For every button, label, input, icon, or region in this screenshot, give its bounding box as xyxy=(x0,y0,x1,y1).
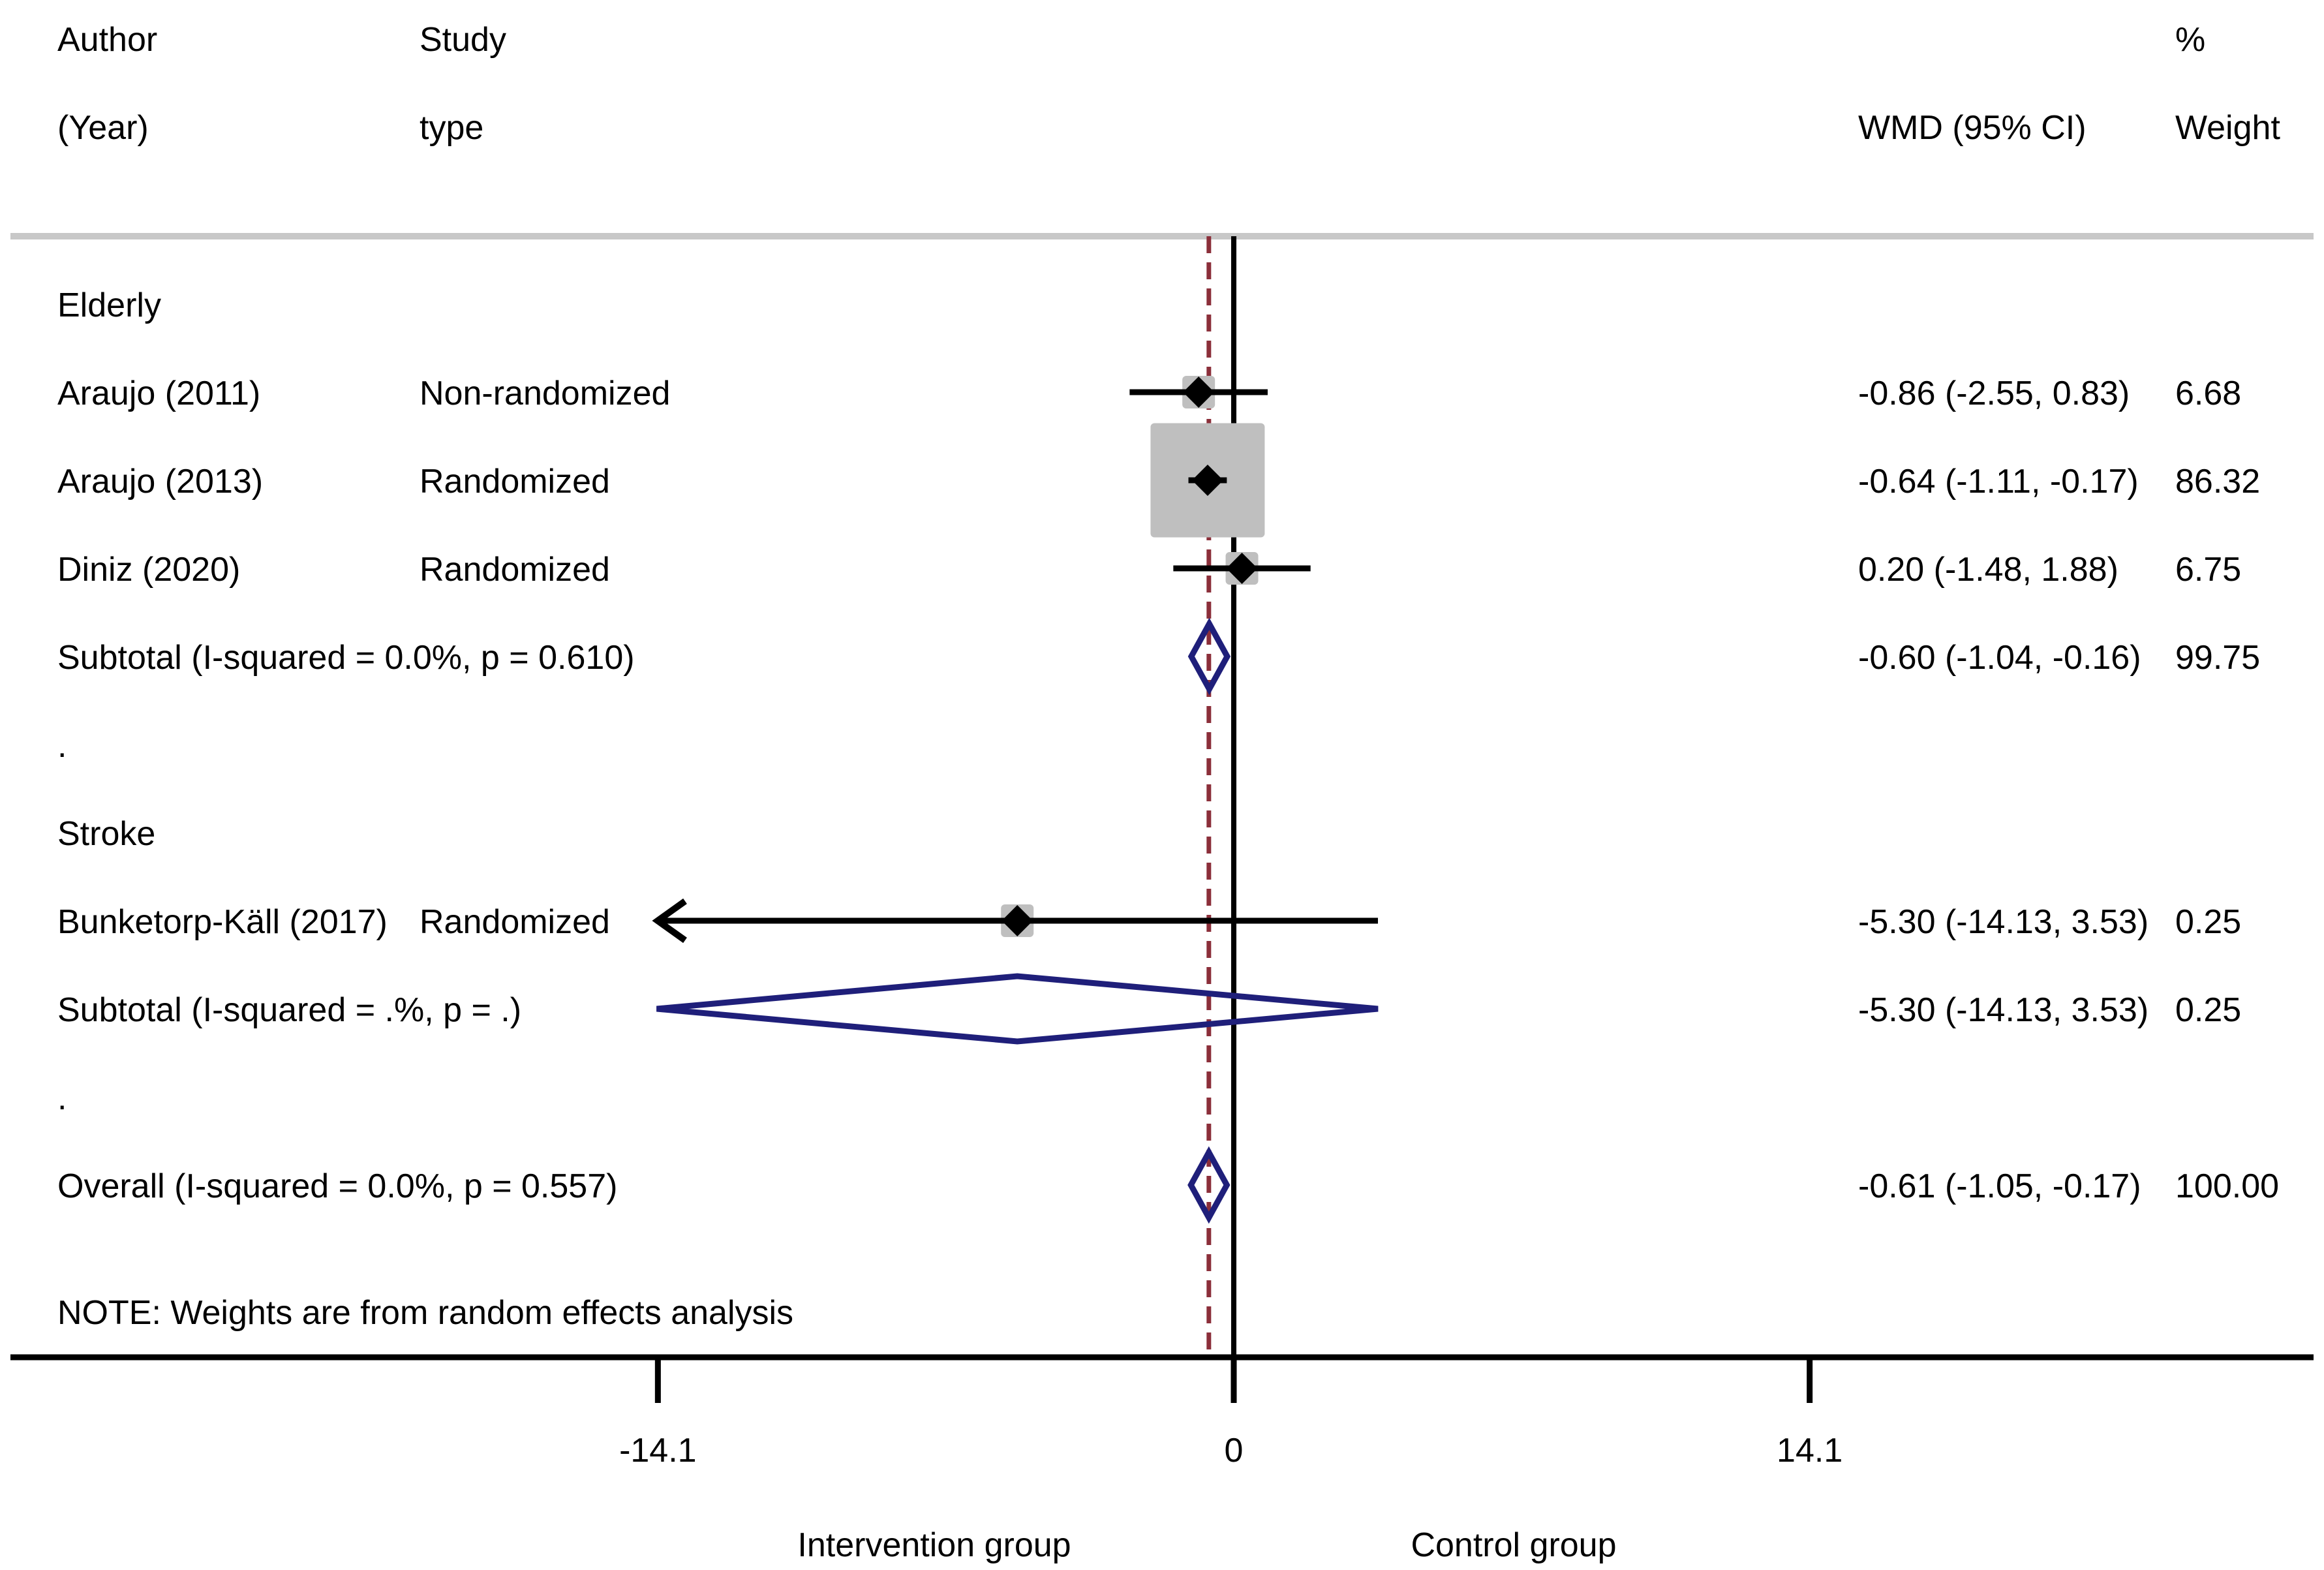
study-point-estimate xyxy=(1001,905,1033,936)
header-effect-label: WMD (95% CI) xyxy=(1858,109,2087,147)
subtotal-ci-text: -0.60 (-1.04, -0.16) xyxy=(1858,639,2141,677)
axis-right-label: Control group xyxy=(1411,1526,1616,1564)
overall-diamond xyxy=(1187,1146,1231,1224)
plot-layer: Elderly Araujo (2011) Non-randomized -0.86 … xyxy=(10,236,2314,1470)
spacer-dot: . xyxy=(57,727,67,765)
header-weight-line2: Weight xyxy=(2175,109,2280,147)
group-label: Stroke xyxy=(57,815,155,853)
study-type: Randomized xyxy=(420,463,610,500)
study-author: Bunketorp-Käll (2017) xyxy=(57,903,388,941)
study-author: Diniz (2020) xyxy=(57,551,240,589)
study-weight-text: 0.25 xyxy=(2175,903,2241,941)
header-author-line1: Author xyxy=(57,21,157,59)
study-ci-text: -5.30 (-14.13, 3.53) xyxy=(1858,903,2148,941)
header-weight-line1: % xyxy=(2175,21,2205,59)
study-type: Non-randomized xyxy=(420,375,670,412)
overall-ci-text: -0.61 (-1.05, -0.17) xyxy=(1858,1167,2141,1205)
x-axis-tick-label: 14.1 xyxy=(1777,1432,1842,1470)
subtotal-diamond xyxy=(656,973,1379,1045)
subtotal-ci-text: -5.30 (-14.13, 3.53) xyxy=(1858,991,2148,1029)
study-ci-text: -0.64 (-1.11, -0.17) xyxy=(1858,463,2139,500)
overall-label: Overall (I-squared = 0.0%, p = 0.557) xyxy=(57,1167,617,1205)
study-weight-text: 6.75 xyxy=(2175,551,2241,589)
spacer-dot: . xyxy=(57,1079,67,1117)
study-weight-text: 6.68 xyxy=(2175,375,2241,412)
subtotal-weight-text: 0.25 xyxy=(2175,991,2241,1029)
study-weight-text: 86.32 xyxy=(2175,463,2260,500)
study-author: Araujo (2013) xyxy=(57,463,263,500)
subtotal-diamond xyxy=(1187,617,1231,696)
header-author-line2: (Year) xyxy=(57,109,149,147)
study-ci-text: 0.20 (-1.48, 1.88) xyxy=(1858,551,2118,589)
ci-truncation-arrow xyxy=(652,898,687,944)
x-axis-tick-label: -14.1 xyxy=(619,1432,697,1470)
study-type: Randomized xyxy=(420,551,610,589)
header-type-line1: Study xyxy=(420,21,506,59)
study-point-estimate xyxy=(1226,553,1258,584)
study-type: Randomized xyxy=(420,903,610,941)
study-author: Araujo (2011) xyxy=(57,375,260,412)
footnote: NOTE: Weights are from random effects an… xyxy=(57,1294,793,1332)
study-point-estimate xyxy=(1191,465,1223,496)
subtotal-weight-text: 99.75 xyxy=(2175,639,2260,677)
study-point-estimate xyxy=(1183,377,1215,408)
header-type-line2: type xyxy=(420,109,483,147)
group-label: Elderly xyxy=(57,286,161,324)
x-axis-tick-label: 0 xyxy=(1225,1432,1244,1470)
axis-left-label: Intervention group xyxy=(797,1526,1071,1564)
subtotal-label: Subtotal (I-squared = .%, p = .) xyxy=(57,991,521,1029)
overall-weight-text: 100.00 xyxy=(2175,1167,2279,1205)
subtotal-label: Subtotal (I-squared = 0.0%, p = 0.610) xyxy=(57,639,635,677)
study-ci-text: -0.86 (-2.55, 0.83) xyxy=(1858,375,2130,412)
